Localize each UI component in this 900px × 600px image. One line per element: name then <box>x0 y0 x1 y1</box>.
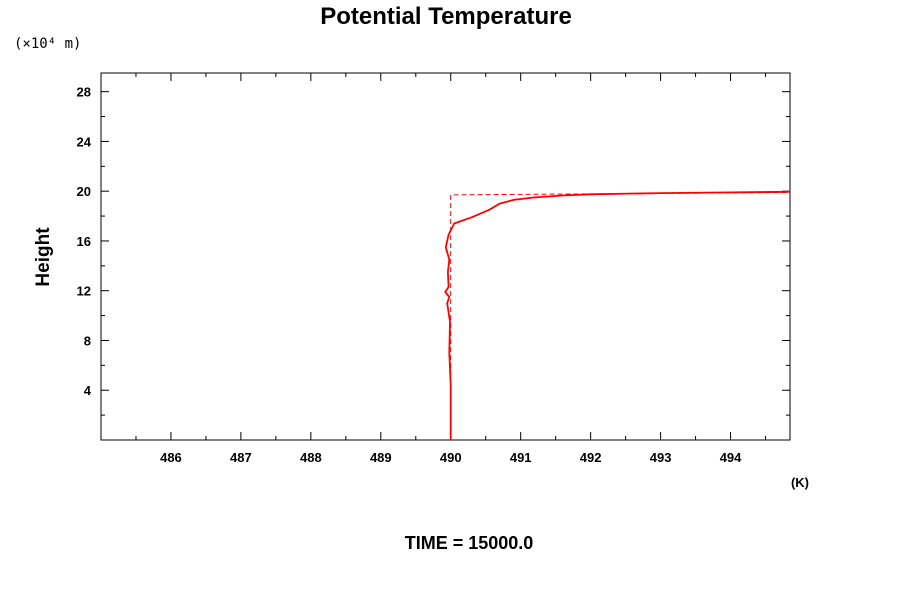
x-axis-unit: (K) <box>791 475 809 490</box>
x-tick-label: 492 <box>580 450 602 465</box>
x-tick-label: 486 <box>160 450 182 465</box>
y-tick-label: 8 <box>84 333 91 348</box>
tick-group: 486 487 488 489 490 491 492 493 494 4 8 12 16 20 24 28 <box>77 73 790 465</box>
y-tick-label: 12 <box>77 284 91 299</box>
y-tick-label: 4 <box>84 383 92 398</box>
plot-area <box>444 190 791 440</box>
plot-frame <box>100 72 791 441</box>
x-tick-label: 494 <box>720 450 742 465</box>
time-label: TIME = 15000.0 <box>405 533 534 553</box>
x-tick-label: 491 <box>510 450 532 465</box>
y-tick-label: 20 <box>77 184 91 199</box>
x-tick-label: 487 <box>230 450 252 465</box>
y-axis-unit: (×10⁴ m) <box>14 36 81 52</box>
current-profile-line <box>444 190 791 440</box>
x-tick-label: 490 <box>440 450 462 465</box>
y-tick-label: 16 <box>77 234 91 249</box>
x-tick-label: 488 <box>300 450 322 465</box>
x-tick-label: 489 <box>370 450 392 465</box>
x-tick-label: 493 <box>650 450 672 465</box>
y-tick-label: 28 <box>77 85 91 100</box>
initial-profile-line <box>450 191 791 440</box>
y-tick-label: 24 <box>77 134 92 149</box>
chart-title: Potential Temperature <box>320 3 572 30</box>
y-axis-label: Height <box>33 227 54 287</box>
